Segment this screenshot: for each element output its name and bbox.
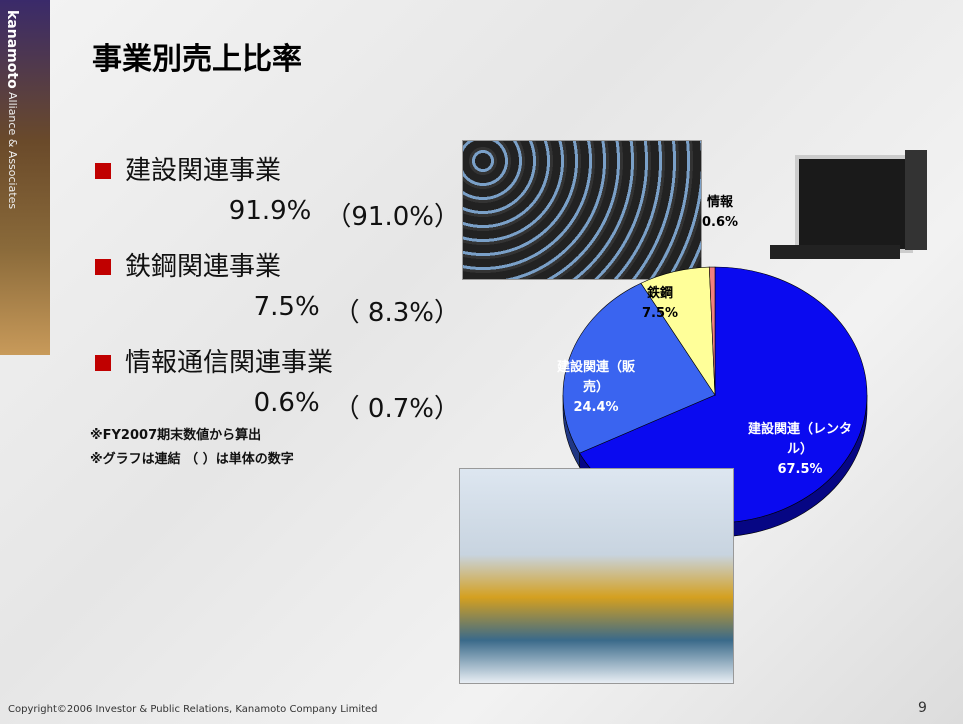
pie-slice <box>708 266 716 396</box>
sidebar <box>0 0 50 355</box>
bullet-value: 7.5% <box>253 292 320 322</box>
pie-category: 情報 <box>706 195 733 210</box>
computer-tower <box>905 150 927 250</box>
bullet-value: 91.9% （91.0%） <box>110 196 460 233</box>
pie-slice <box>562 282 716 454</box>
bullet-label: 建設関連事業 <box>95 150 281 187</box>
footer: Copyright©2006 Investor & Public Relatio… <box>8 704 378 715</box>
pie-label: 建設関連（販売） 24.4% <box>556 358 636 418</box>
pipes-image <box>462 140 702 280</box>
keyboard <box>770 245 900 259</box>
brand: kanamoto <box>4 10 20 89</box>
pie-label: 鉄鋼 7.5% <box>640 284 680 324</box>
pie-label: 建設関連（レンタル） 67.5% <box>745 420 855 480</box>
bullet-value: 7.5% （ 8.3%） <box>110 292 460 329</box>
pie-value-label: 67.5% <box>777 462 823 477</box>
bullet-standalone: （ 0.7%） <box>333 394 460 424</box>
pie-category: 建設関連（販売） <box>556 360 635 395</box>
pie-value-label: 24.4% <box>573 400 619 415</box>
machinery-image <box>459 468 734 684</box>
bullet-value: 0.6% <box>253 388 320 418</box>
bullet-value: 91.9% <box>228 196 312 226</box>
pie-category: 鉄鋼 <box>646 286 673 301</box>
bullet-label: 鉄鋼関連事業 <box>95 246 281 283</box>
note: ※FY2007期末数値から算出 <box>90 428 262 443</box>
tagline: Alliance & Associates <box>6 92 19 210</box>
bullet-standalone: （ 8.3%） <box>333 298 460 328</box>
note: ※グラフは連結 （ ）は単体の数字 <box>90 452 294 467</box>
pie-value-label: 0.6% <box>701 215 739 230</box>
bullet-label: 情報通信関連事業 <box>95 342 333 379</box>
page-number: 9 <box>918 700 927 716</box>
pie-label: 情報 0.6% <box>700 193 740 233</box>
pie-category: 建設関連（レンタル） <box>747 422 852 457</box>
slide-title: 事業別売上比率 <box>92 42 302 77</box>
bullet-standalone: （91.0%） <box>325 202 460 232</box>
pie-value-label: 7.5% <box>641 306 679 321</box>
pie-chart <box>562 266 868 538</box>
bullet-value: 0.6% （ 0.7%） <box>110 388 460 425</box>
